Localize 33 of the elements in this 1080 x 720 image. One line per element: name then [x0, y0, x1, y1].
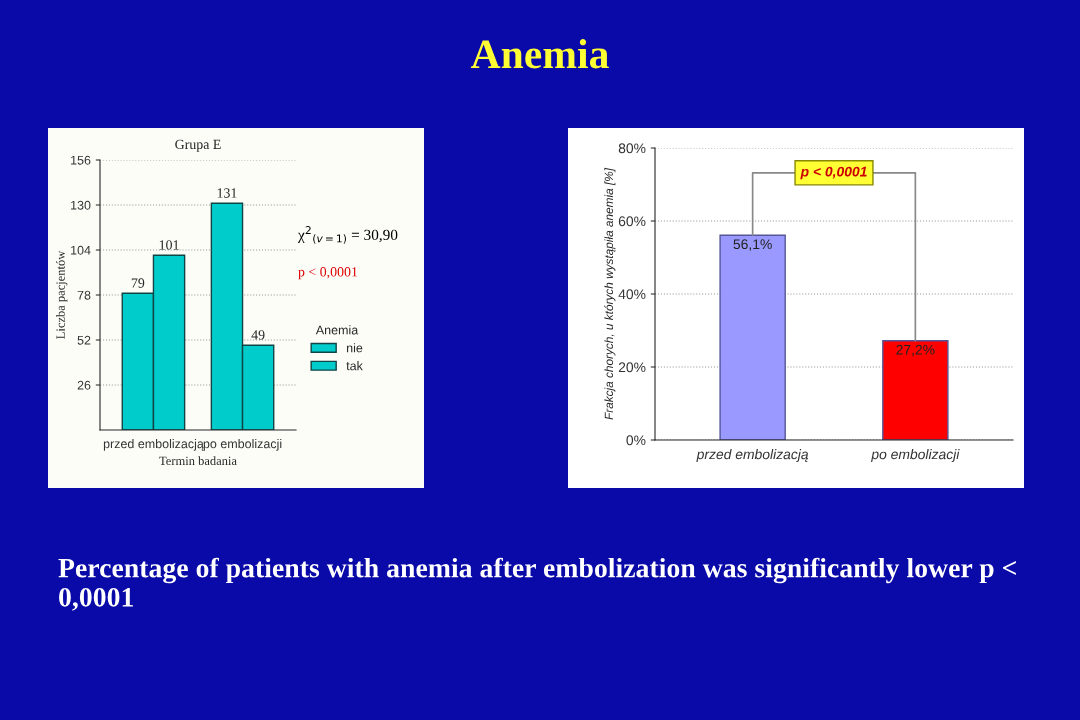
y-axis-title: Liczba pacjentów [55, 250, 68, 339]
y-tick-label: 80% [618, 143, 646, 154]
data-label: 49 [251, 330, 265, 340]
y-tick-label: 104 [71, 245, 91, 255]
x-tick-label: przed embolizacją [696, 449, 809, 462]
legend-title: Anemia [315, 325, 359, 335]
x-tick-label: po embolizacji [203, 439, 282, 451]
legend-label: nie [347, 343, 363, 353]
text: Anemia [470, 39, 609, 69]
y-tick-label: 0% [626, 435, 646, 446]
y-tick-label: 60% [618, 216, 646, 227]
data-label: 56,1% [733, 239, 772, 251]
y-tick-label: 40% [618, 289, 646, 300]
chart-title: Grupa E [175, 139, 221, 152]
legend-label: tak [346, 361, 363, 371]
data-label: 101 [159, 240, 179, 250]
y-tick-label: 52 [77, 335, 91, 345]
text: χ$^{2}$$_{(v=1)}$ = 30,90 [297, 226, 398, 244]
x-axis-title: Termin badania [159, 456, 237, 466]
y-tick-label: 78 [77, 290, 91, 300]
x-tick-label: przed embolizacją [103, 439, 204, 451]
y-tick-label: 26 [77, 380, 91, 390]
y-tick-label: 156 [71, 155, 91, 165]
x-tick-label: po embolizacji [871, 449, 960, 462]
text: Percentage of patients with anemia after embolization was significantly lower p < 0,0001 [58, 557, 1016, 611]
annotation: p < 0,0001 [800, 166, 867, 180]
text: p < 0,0001 [298, 267, 358, 280]
data-label: 27,2% [896, 344, 935, 357]
y-tick-label: 20% [618, 362, 646, 373]
data-label: 131 [217, 188, 237, 198]
data-label: 79 [131, 278, 145, 288]
y-tick-label: 130 [71, 200, 91, 210]
y-axis-title: Frakcja chorych, u których wystąpiła anemia [%] [604, 167, 616, 420]
